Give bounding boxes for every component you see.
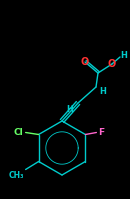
Text: F: F <box>98 128 104 137</box>
Text: O: O <box>108 59 116 69</box>
Text: H: H <box>67 104 73 113</box>
Text: H: H <box>100 87 106 96</box>
Text: H: H <box>121 52 127 60</box>
Text: O: O <box>81 57 89 67</box>
Text: CH₃: CH₃ <box>9 171 24 180</box>
Text: Cl: Cl <box>14 128 24 137</box>
